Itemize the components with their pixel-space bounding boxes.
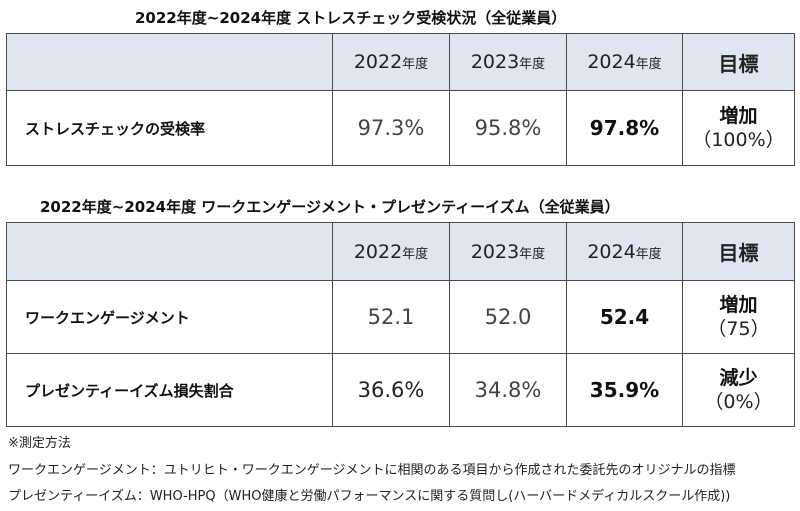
- goal-target: （75）: [707, 318, 770, 340]
- value-2023: 34.8%: [449, 353, 567, 427]
- table-row: プレゼンティーイズム損失割合 36.6% 34.8% 35.9% 減少 （0%）: [6, 353, 795, 427]
- value-2024: 97.8%: [566, 90, 683, 166]
- table2-header-row: 2022年度 2023年度 2024年度 目標: [6, 222, 795, 281]
- table1-header-2022: 2022年度: [332, 33, 450, 91]
- notes-line-work-engagement: ワークエンゲージメント：ユトリヒト・ワークエンゲージメントに相関のある項目から作…: [8, 463, 736, 478]
- table1-header-2024: 2024年度: [566, 33, 683, 91]
- table2-header-2022: 2022年度: [332, 222, 450, 281]
- stress-check-table: 2022年度 2023年度 2024年度 目標 ストレスチェックの受検率 97.…: [6, 33, 795, 166]
- engagement-table: 2022年度 2023年度 2024年度 目標 ワークエンゲージメント 52.1…: [6, 222, 795, 427]
- table2-caption: 2022年度~2024年度 ワークエンゲージメント・プレゼンティーイズム（全従業…: [40, 198, 620, 216]
- table1-caption: 2022年度~2024年度 ストレスチェック受検状況（全従業員）: [135, 9, 567, 27]
- notes-title: ※測定方法: [8, 436, 71, 451]
- table-row: ストレスチェックの受検率 97.3% 95.8% 97.8% 増加 （100%）: [6, 90, 795, 166]
- goal-direction: 減少: [719, 367, 758, 389]
- goal-direction: 増加: [719, 105, 758, 127]
- goal-target: （100%）: [692, 129, 785, 151]
- row-label-stress-check-rate: ストレスチェックの受検率: [6, 90, 333, 166]
- table1-header-blank: [6, 33, 333, 91]
- table-row: ワークエンゲージメント 52.1 52.0 52.4 増加 （75）: [6, 280, 795, 354]
- goal-cell: 増加 （75）: [682, 280, 795, 354]
- value-2022: 36.6%: [332, 353, 450, 427]
- table2-header-2023: 2023年度: [449, 222, 567, 281]
- table2-header-blank: [6, 222, 333, 281]
- table1-header-goal: 目標: [682, 33, 795, 91]
- value-2022: 52.1: [332, 280, 450, 354]
- goal-cell: 減少 （0%）: [682, 353, 795, 427]
- value-2024: 52.4: [566, 280, 683, 354]
- value-2022: 97.3%: [332, 90, 450, 166]
- goal-target: （0%）: [704, 391, 773, 413]
- value-2023: 52.0: [449, 280, 567, 354]
- table1-header-2023: 2023年度: [449, 33, 567, 91]
- table2-header-goal: 目標: [682, 222, 795, 281]
- notes-line-presenteeism: プレゼンティーイズム：WHO-HPQ（WHO健康と労働パフォーマンスに関する質問…: [8, 489, 731, 504]
- goal-direction: 増加: [719, 294, 758, 316]
- table1-header-row: 2022年度 2023年度 2024年度 目標: [6, 33, 795, 91]
- table2-header-2024: 2024年度: [566, 222, 683, 281]
- goal-cell: 増加 （100%）: [682, 90, 795, 166]
- row-label-presenteeism-loss: プレゼンティーイズム損失割合: [6, 353, 333, 427]
- row-label-work-engagement: ワークエンゲージメント: [6, 280, 333, 354]
- value-2024: 35.9%: [566, 353, 683, 427]
- value-2023: 95.8%: [449, 90, 567, 166]
